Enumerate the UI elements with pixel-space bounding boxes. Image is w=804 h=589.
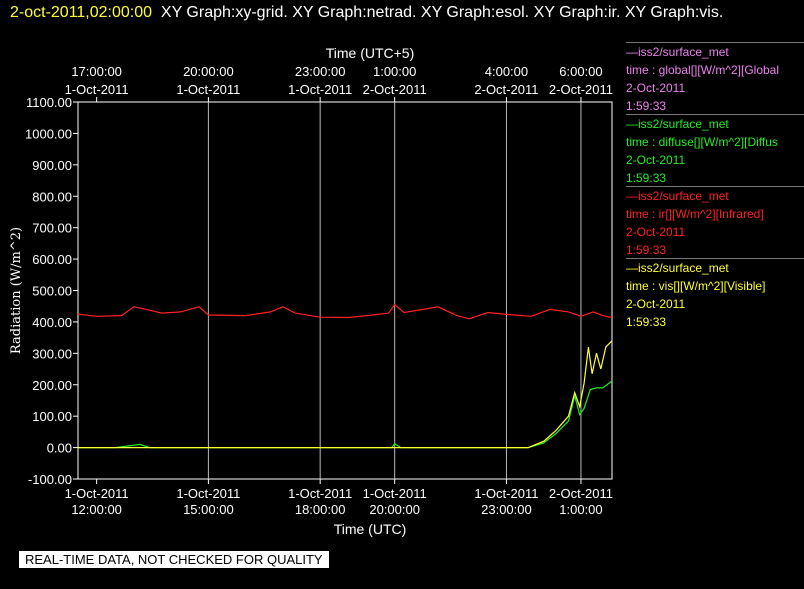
- legend-separator: [626, 42, 804, 43]
- y-tick-label: 700.00: [32, 221, 72, 236]
- y-tick-label: 300.00: [32, 346, 72, 361]
- y-tick-label: 1000.00: [25, 126, 72, 141]
- y-tick-label: 600.00: [32, 252, 72, 267]
- series-line-0: [77, 303, 613, 320]
- y-axis-label: Radiation (W/m^2): [9, 227, 24, 354]
- y-tick-label: 1100.00: [26, 95, 72, 110]
- x-tick-label-date: 1-Oct-2011: [474, 486, 538, 501]
- x-top-tick-label-date: 2-Oct-2011: [549, 82, 613, 97]
- y-tick-label: 200.00: [32, 378, 72, 393]
- x-tick-label-time: 12:00:00: [71, 502, 122, 517]
- plot-frame: [77, 101, 613, 480]
- quality-warning: REAL-TIME DATA, NOT CHECKED FOR QUALITY: [19, 551, 329, 568]
- legend-separator: [626, 258, 804, 259]
- x-tick-label-time: 20:00:00: [369, 502, 420, 517]
- graph-list: XY Graph:xy-grid. XY Graph:netrad. XY Gr…: [160, 4, 724, 21]
- legend-date: 2-Oct-2011: [626, 153, 686, 167]
- legend-date: 2-Oct-2011: [626, 225, 686, 239]
- x-top-tick-label-time: 1:00:00: [373, 64, 416, 79]
- y-tick-label: 0.00: [47, 441, 72, 456]
- y-tick-label: 400.00: [32, 315, 72, 330]
- legend-source: —iss2/surface_met: [626, 117, 729, 131]
- x-top-tick-label-date: 2-Oct-2011: [474, 82, 538, 97]
- x-top-tick-label-time: 6:00:00: [559, 64, 602, 79]
- legend-variable: time : diffuse[][W/m^2][Diffus: [626, 135, 778, 149]
- x-tick-label-date: 1-Oct-2011: [176, 486, 240, 501]
- legend-variable: time : global[][W/m^2][Global: [626, 63, 780, 77]
- x-top-tick-label-date: 1-Oct-2011: [65, 82, 129, 97]
- x-tick-label-date: 1-Oct-2011: [288, 486, 352, 501]
- x-tick-label-time: 15:00:00: [183, 502, 234, 517]
- legend-separator: [626, 186, 804, 187]
- legend-source: —iss2/surface_met: [626, 189, 729, 203]
- legend-time: 1:59:33: [626, 99, 667, 113]
- x-top-tick-label-date: 1-Oct-2011: [288, 82, 352, 97]
- x-tick-label-time: 1:00:00: [559, 502, 602, 517]
- x-tick-label-time: 23:00:00: [481, 502, 532, 517]
- legend-source: —iss2/surface_met: [626, 45, 729, 59]
- title-bar: 2-oct-2011,02:00:00 XY Graph:xy-grid. XY…: [10, 2, 800, 24]
- x-tick-label-date: 1-Oct-2011: [65, 486, 129, 501]
- legend-time: 1:59:33: [626, 171, 667, 185]
- x-top-tick-label-time: 23:00:00: [295, 64, 346, 79]
- legend-variable: time : vis[][W/m^2][Visible]: [626, 279, 766, 293]
- y-tick-label: 100.00: [32, 409, 72, 424]
- x-top-tick-label-time: 20:00:00: [183, 64, 234, 79]
- x-tick-label-time: 18:00:00: [295, 502, 346, 517]
- x-top-tick-label-date: 1-Oct-2011: [176, 82, 240, 97]
- legend-variable: time : ir[][W/m^2][Infrared]: [626, 207, 764, 221]
- series-line-1: [78, 380, 613, 449]
- legend-separator: [626, 114, 804, 115]
- y-tick-label: 900.00: [32, 158, 72, 173]
- x-tick-label-date: 1-Oct-2011: [363, 486, 427, 501]
- legend-source: —iss2/surface_met: [626, 261, 729, 275]
- timestamp: 2-oct-2011,02:00:00: [10, 4, 153, 21]
- x-top-tick-label-date: 2-Oct-2011: [363, 82, 427, 97]
- series-line-2: [78, 340, 613, 449]
- x-top-tick-label-time: 4:00:00: [485, 64, 528, 79]
- x-tick-label-date: 2-Oct-2011: [549, 486, 613, 501]
- y-tick-label: -100.00: [28, 472, 72, 487]
- x-axis-label-top: Time (UTC+5): [326, 45, 415, 61]
- legend-date: 2-Oct-2011: [626, 297, 686, 311]
- legend-time: 1:59:33: [626, 315, 667, 329]
- y-tick-label: 800.00: [32, 189, 72, 204]
- x-axis-label-bottom: Time (UTC): [334, 521, 407, 537]
- x-top-tick-label-time: 17:00:00: [71, 64, 122, 79]
- legend-time: 1:59:33: [626, 243, 667, 257]
- legend-date: 2-Oct-2011: [626, 81, 686, 95]
- y-tick-label: 500.00: [32, 284, 72, 299]
